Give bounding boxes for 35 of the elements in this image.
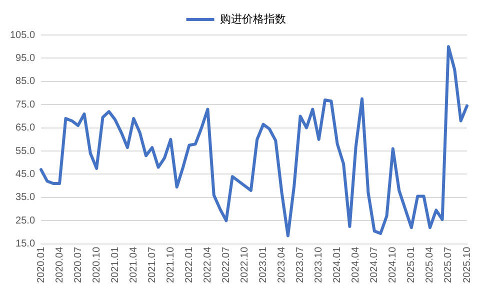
y-tick-label: 95.0	[16, 52, 36, 64]
x-tick-label: 2022.04	[202, 246, 214, 284]
y-tick-label: 85.0	[16, 76, 36, 88]
x-tick-label: 2020.07	[72, 246, 84, 284]
x-tick-label: 2020.01	[36, 246, 47, 284]
y-tick-label: 25.0	[16, 215, 36, 226]
x-tick-label: 2021.07	[146, 246, 158, 284]
x-tick-label: 2025.01	[406, 246, 418, 284]
y-tick-label: 105.0	[10, 30, 36, 41]
x-tick-label: 2022.07	[220, 246, 232, 284]
y-tick-label: 15.0	[16, 238, 36, 250]
legend-label: 购进价格指数	[220, 12, 286, 26]
x-tick-label: 2021.04	[128, 246, 140, 284]
x-tick-label: 2025.10	[462, 246, 473, 284]
y-tick-label: 35.0	[16, 192, 36, 204]
y-tick-label: 55.0	[16, 146, 36, 157]
x-tick-label: 2021.10	[165, 246, 176, 284]
x-tick-label: 2024.10	[388, 246, 399, 284]
x-tick-label: 2025.07	[443, 246, 454, 284]
x-tick-label: 2023.07	[295, 246, 306, 284]
x-tick-label: 2021.01	[110, 246, 121, 284]
y-tick-label: 75.0	[16, 99, 36, 110]
x-tick-label: 2023.01	[258, 246, 270, 284]
y-tick-label: 45.0	[16, 168, 36, 180]
x-tick-label: 2023.10	[314, 246, 325, 284]
x-tick-label: 2024.07	[369, 246, 380, 284]
x-tick-label: 2025.04	[424, 246, 436, 284]
x-tick-label: 2024.01	[332, 246, 344, 284]
y-tick-label: 65.0	[16, 122, 36, 134]
x-tick-label: 2022.01	[184, 246, 195, 284]
x-tick-label: 2020.10	[91, 246, 102, 284]
x-tick-label: 2020.04	[54, 246, 66, 284]
x-tick-label: 2023.04	[276, 246, 288, 284]
x-tick-label: 2024.04	[350, 246, 362, 284]
x-tick-label: 2022.10	[240, 246, 250, 284]
